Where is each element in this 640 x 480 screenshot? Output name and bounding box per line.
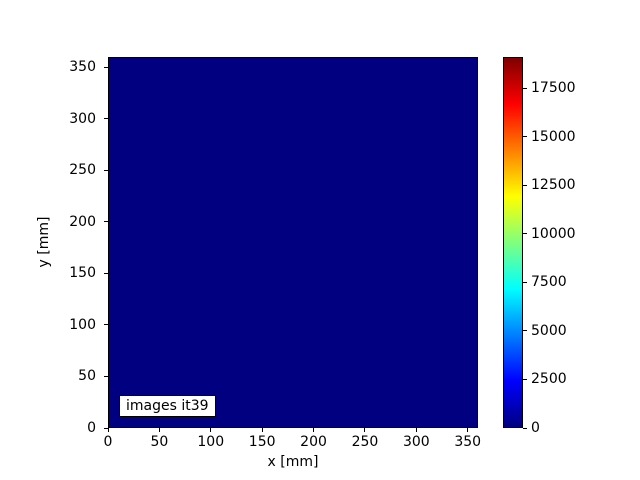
colorbar-tick-label: 15000 [531, 128, 576, 145]
x-tick-mark [467, 428, 469, 432]
x-axis-label: x [mm] [267, 454, 319, 470]
x-tick-mark [158, 428, 160, 432]
colorbar-tick-label: 5000 [531, 322, 567, 339]
colorbar-tick-label: 17500 [531, 80, 576, 97]
colorbar-tick-label: 7500 [531, 274, 567, 291]
y-tick-label: 100 [69, 316, 96, 333]
y-tick-mark [104, 427, 108, 429]
colorbar-tick-mark [523, 427, 527, 429]
y-tick-label: 200 [69, 213, 96, 230]
x-tick-label: 50 [150, 434, 169, 450]
x-tick-label: 100 [197, 434, 225, 450]
x-tick-mark [415, 428, 417, 432]
colorbar-tick-mark [523, 136, 527, 138]
colorbar-tick-mark [523, 184, 527, 186]
annotation-box: images it39 [119, 395, 216, 417]
colorbar-tick-mark [523, 378, 527, 380]
y-tick-label: 50 [78, 368, 96, 385]
y-tick-label: 350 [69, 59, 96, 76]
y-tick-mark [104, 272, 108, 274]
x-tick-mark [261, 428, 263, 432]
heatmap-plot-area: images it39 [108, 57, 478, 428]
x-tick-label: 200 [300, 434, 327, 450]
x-tick-label: 250 [351, 434, 379, 450]
colorbar-tick-label: 0 [531, 420, 540, 436]
colorbar-tick-label: 10000 [531, 225, 576, 242]
y-tick-label: 250 [69, 162, 96, 179]
y-tick-label: 150 [69, 265, 96, 282]
y-tick-label: 300 [69, 110, 96, 127]
x-tick-mark [313, 428, 315, 432]
y-tick-label: 0 [87, 420, 96, 436]
y-tick-mark [104, 324, 108, 326]
x-tick-label: 350 [454, 434, 482, 450]
y-tick-mark [104, 221, 108, 223]
x-tick-label: 0 [103, 434, 113, 450]
colorbar-tick-label: 2500 [531, 371, 567, 388]
colorbar-tick-mark [523, 281, 527, 283]
colorbar-tick-mark [523, 87, 527, 89]
x-tick-label: 300 [402, 434, 430, 450]
y-tick-mark [104, 118, 108, 120]
x-tick-mark [364, 428, 366, 432]
colorbar-tick-mark [523, 330, 527, 332]
y-axis-label: y [mm] [36, 216, 52, 268]
y-tick-mark [104, 169, 108, 171]
colorbar-tick-label: 12500 [531, 177, 576, 194]
y-tick-mark [104, 375, 108, 377]
colorbar-tick-mark [523, 233, 527, 235]
annotation-label: images it39 [126, 398, 209, 414]
x-tick-label: 150 [248, 434, 276, 450]
colorbar [503, 57, 523, 428]
x-tick-mark [107, 428, 109, 432]
y-tick-mark [104, 66, 108, 68]
x-tick-mark [210, 428, 212, 432]
